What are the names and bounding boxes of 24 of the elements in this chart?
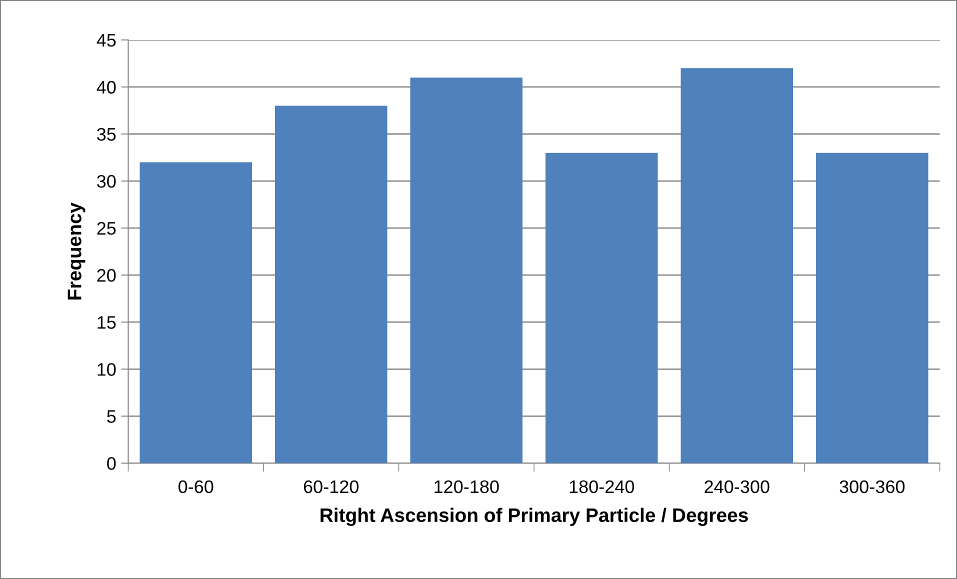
x-tick-label: 120-180 [434,480,499,494]
y-tick-label: 5 [107,410,116,423]
y-tick-label: 10 [98,363,116,376]
bar [274,106,388,464]
x-tick-label: 240-300 [704,480,770,494]
bar [816,152,928,464]
bar [680,68,794,464]
bar [140,162,252,464]
y-axis-title: Frequency [68,202,86,300]
y-tick-label: 40 [96,80,116,94]
bar [546,152,658,464]
x-tick-label: 60-120 [304,480,359,494]
y-tick-label: 15 [98,316,116,329]
x-tick-label: 300-360 [840,480,905,494]
y-tick-label: 25 [97,222,116,235]
bar [410,78,523,464]
y-tick-label: 45 [96,34,116,47]
x-tick-label: 180-240 [570,480,634,494]
y-tick-label: 20 [97,269,116,282]
y-tick-label: 30 [97,174,116,188]
y-tick-label: 35 [97,128,116,141]
x-axis-title: Ritght Ascension of Primary Particle / Degrees [320,508,748,526]
y-tick-label: 0 [107,457,116,470]
x-tick-label: 0-60 [178,480,214,494]
